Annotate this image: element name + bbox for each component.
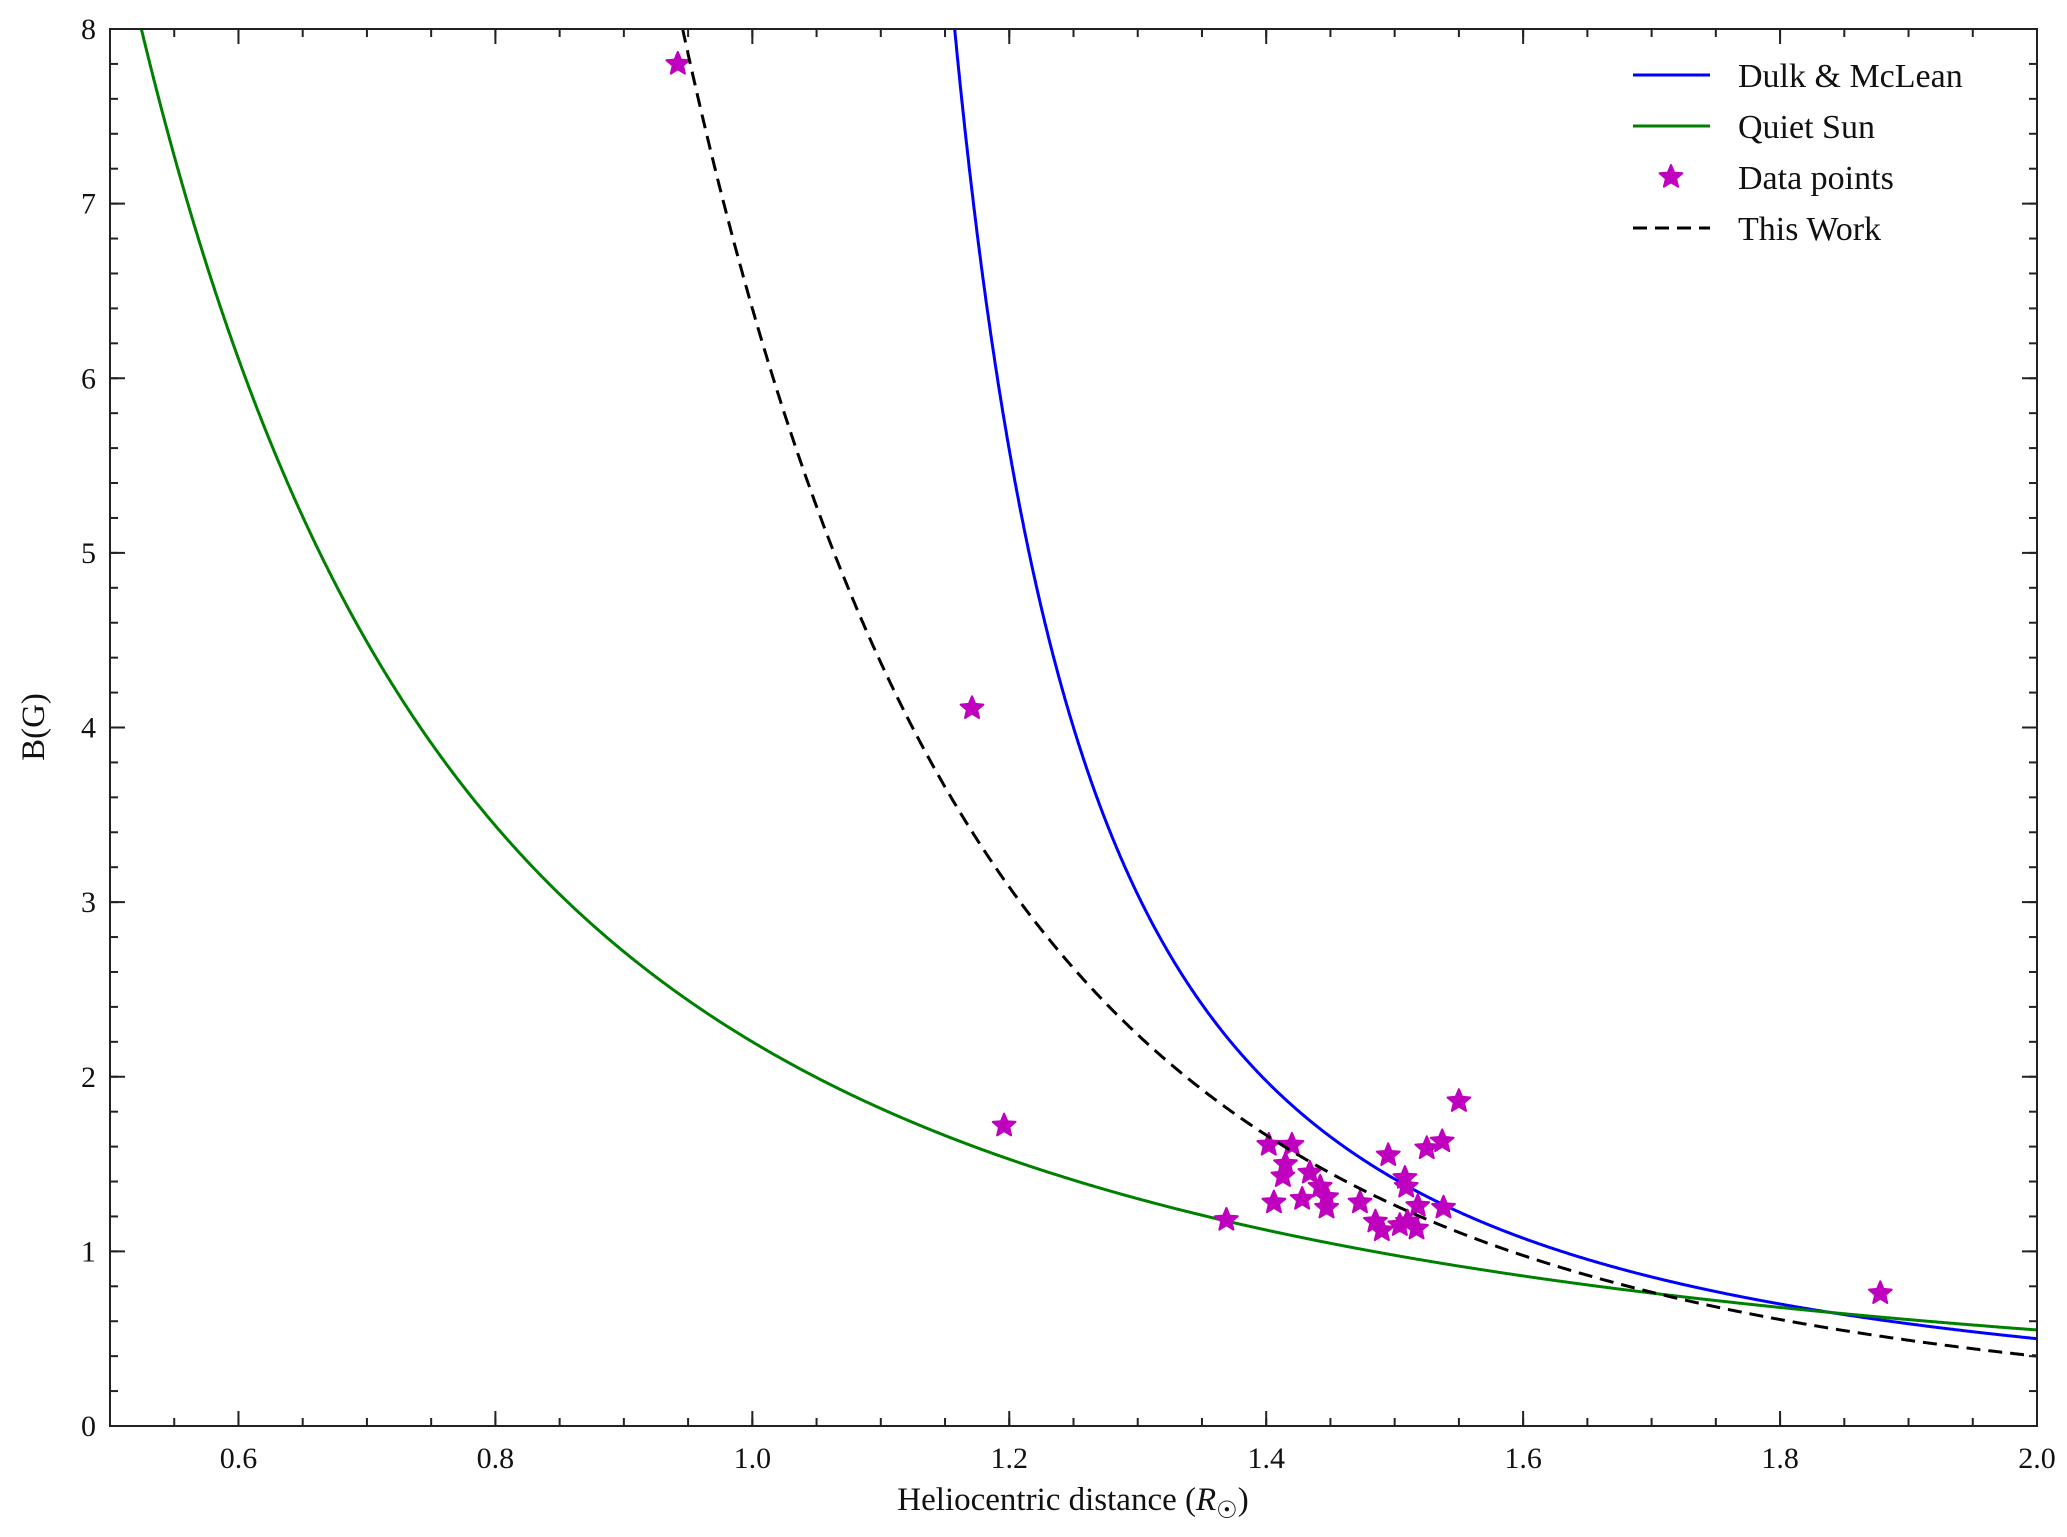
x-tick-label: 1.0 bbox=[734, 1442, 772, 1475]
data-point bbox=[1431, 1194, 1456, 1219]
data-point bbox=[1314, 1184, 1339, 1208]
legend-label-this-work: This Work bbox=[1738, 211, 1881, 248]
data-point bbox=[1446, 1088, 1472, 1112]
legend-label-dulk-mclean: Dulk & McLean bbox=[1738, 58, 1963, 95]
data-point bbox=[1256, 1131, 1282, 1156]
y-tick-label: 2 bbox=[81, 1061, 96, 1094]
y-tick-label: 8 bbox=[81, 13, 96, 46]
data-point bbox=[1404, 1215, 1429, 1240]
legend-marker-data-points bbox=[1658, 164, 1684, 188]
data-point bbox=[1405, 1193, 1431, 1217]
this-work-curve bbox=[681, 29, 2037, 1358]
data-point bbox=[665, 50, 691, 75]
x-tick-label: 1.6 bbox=[1504, 1442, 1542, 1475]
data-point bbox=[1393, 1173, 1419, 1198]
axis-ticks: 0.6 0.8 1.0 1.2 1.4 1.6 1.8 2.0 0 1 2 3 4 5 6 7 8 bbox=[81, 13, 2056, 1475]
data-point bbox=[1429, 1128, 1455, 1153]
data-point bbox=[1369, 1217, 1395, 1242]
y-tick-label: 3 bbox=[81, 886, 96, 919]
y-tick-label: 4 bbox=[81, 712, 96, 745]
legend-label-data-points: Data points bbox=[1738, 160, 1894, 197]
legend: Dulk & McLean Quiet Sun Data points This Wo… bbox=[1633, 58, 1963, 248]
data-point bbox=[1347, 1189, 1373, 1214]
y-tick-label: 5 bbox=[81, 537, 96, 570]
data-point bbox=[1273, 1151, 1298, 1175]
x-tick-label: 0.6 bbox=[220, 1442, 258, 1475]
axes-frame bbox=[109, 28, 2038, 1427]
x-tick-label: 0.8 bbox=[477, 1442, 515, 1475]
y-tick-label: 7 bbox=[81, 188, 96, 221]
data-point bbox=[1289, 1186, 1315, 1210]
data-point bbox=[959, 695, 985, 719]
y-axis-label: B(G) bbox=[16, 693, 52, 761]
x-tick-label: 1.2 bbox=[991, 1442, 1029, 1475]
data-point bbox=[1261, 1189, 1287, 1214]
plot-area bbox=[139, 29, 2037, 1358]
data-point bbox=[1375, 1142, 1401, 1166]
data-point bbox=[1214, 1206, 1239, 1231]
data-point bbox=[1314, 1194, 1339, 1219]
y-tick-label: 6 bbox=[81, 362, 96, 395]
dulk-mclean-curve bbox=[953, 29, 2037, 1341]
data-point bbox=[1279, 1131, 1305, 1156]
quiet-sun-curve bbox=[139, 29, 2037, 1332]
y-tick-label: 0 bbox=[81, 1410, 96, 1443]
y-tick-label: 1 bbox=[81, 1235, 96, 1268]
data-point bbox=[1414, 1135, 1440, 1160]
x-tick-label: 1.4 bbox=[1247, 1442, 1285, 1475]
data-point bbox=[991, 1112, 1017, 1137]
x-tick-label: 2.0 bbox=[2018, 1442, 2056, 1475]
data-point bbox=[1297, 1159, 1323, 1184]
legend-label-quiet-sun: Quiet Sun bbox=[1738, 109, 1875, 146]
x-tick-label: 1.8 bbox=[1761, 1442, 1799, 1475]
data-point bbox=[1867, 1280, 1893, 1304]
x-axis-label: Heliocentric distance (R☉) bbox=[897, 1482, 1248, 1524]
